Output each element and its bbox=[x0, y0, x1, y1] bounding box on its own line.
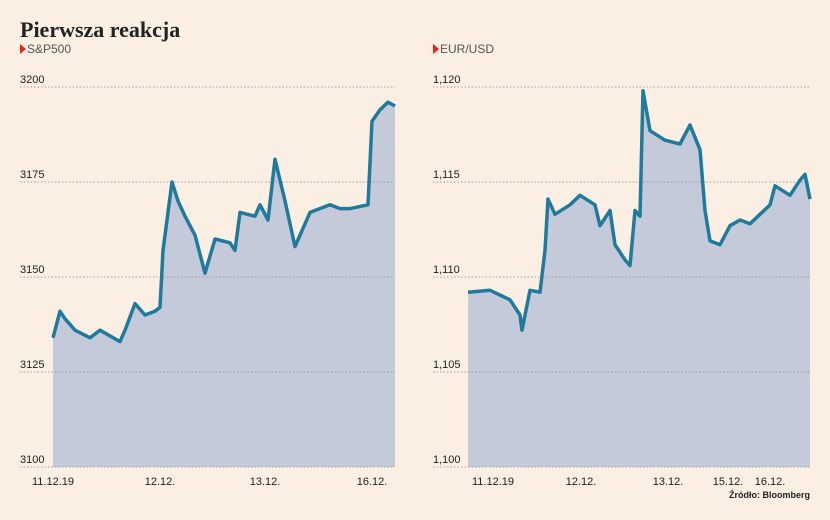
x-tick-label: 15.12. bbox=[713, 476, 744, 488]
y-tick-label: 1,100 bbox=[433, 454, 461, 466]
y-tick-label: 1,115 bbox=[433, 169, 460, 181]
x-tick-label: 13.12. bbox=[653, 476, 684, 488]
area bbox=[468, 90, 810, 468]
y-tick-label: 1,110 bbox=[433, 264, 460, 276]
y-tick-label: 3100 bbox=[20, 454, 44, 466]
line bbox=[51, 100, 396, 344]
line bbox=[467, 89, 812, 332]
x-tick-label: 13.12. bbox=[250, 476, 281, 488]
subtitle: EUR/USD bbox=[440, 42, 494, 56]
x-tick-label: 16.12. bbox=[357, 476, 388, 488]
x-tick-label: 11.12.19 bbox=[472, 476, 514, 488]
source: Źródło: Bloomberg bbox=[729, 490, 810, 500]
x-tick-label: 12.12. bbox=[145, 476, 176, 488]
y-tick-label: 3125 bbox=[20, 359, 44, 371]
subtitle-marker bbox=[433, 44, 439, 54]
x-tick-label: 12.12. bbox=[566, 476, 597, 488]
subtitle: S&P500 bbox=[27, 42, 71, 56]
y-tick-label: 3175 bbox=[20, 169, 44, 181]
x-tick-label: 16.12. bbox=[755, 476, 786, 488]
y-tick-label: 3150 bbox=[20, 264, 44, 276]
y-tick-label: 1,105 bbox=[433, 359, 461, 371]
subtitle-marker bbox=[20, 44, 26, 54]
title: Pierwsza reakcja bbox=[20, 17, 180, 42]
x-tick-label: 11.12.19 bbox=[32, 476, 74, 488]
y-tick-label: 3200 bbox=[20, 74, 44, 86]
y-tick-label: 1,120 bbox=[433, 74, 461, 86]
area bbox=[53, 102, 395, 467]
